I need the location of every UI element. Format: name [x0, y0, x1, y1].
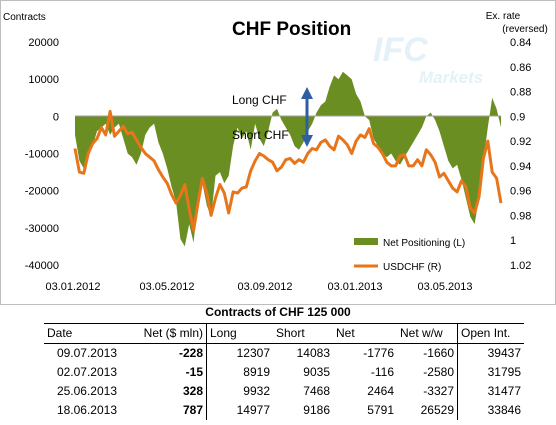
table-header-row: Date Net ($ mln) Long Short Net Net w/w …: [44, 323, 524, 344]
left-axis-label: Contracts: [3, 12, 46, 23]
right-tick-label: 0.96: [510, 186, 531, 198]
x-tick-label: 03.09.2012: [237, 281, 292, 293]
right-tick-label: 1: [510, 235, 516, 247]
table-row: 18.06.2013 787 14977 9186 5791 26529 338…: [44, 401, 524, 420]
header-net-ww: Net w/w: [397, 323, 458, 344]
x-tick-label: 03.01.2012: [45, 281, 100, 293]
header-short: Short: [273, 323, 333, 344]
cell-short: 9186: [303, 403, 330, 417]
long-short-arrow: [301, 87, 313, 147]
contracts-table: Date Net ($ mln) Long Short Net Net w/w …: [44, 323, 524, 420]
cell-net: -116: [370, 365, 394, 379]
chart-title: CHF Position: [232, 19, 351, 40]
header-date: Date: [44, 323, 120, 344]
right-axis-label-line1: Ex. rate: [486, 11, 521, 22]
right-tick-label: 0.94: [510, 161, 531, 173]
table-title: Contracts of CHF 125 000: [205, 305, 351, 319]
legend-label-usdchf: USDCHF (R): [383, 262, 441, 273]
x-axis-ticks: 03.01.2012 03.05.2012 03.09.2012 03.01.2013…: [45, 281, 472, 293]
right-tick-label: 0.84: [510, 37, 531, 49]
right-tick-label: 0.88: [510, 87, 531, 99]
cell-long: 14977: [206, 401, 273, 420]
annotation-long: Long CHF: [232, 93, 287, 107]
cell-net-mln: 787: [182, 403, 203, 417]
cell-date: 25.06.2013: [56, 384, 117, 398]
cell-net-mln: -15: [185, 365, 203, 379]
cell-net-ww: -3327: [423, 384, 454, 398]
x-tick-label: 03.05.2012: [139, 281, 194, 293]
cell-date: 02.07.2013: [56, 365, 117, 379]
left-tick-label: 20000: [28, 37, 59, 49]
cell-date: 09.07.2013: [56, 346, 117, 360]
watermark-line2: Markets: [419, 68, 483, 87]
cell-date: 18.06.2013: [56, 403, 117, 417]
cell-net: -1776: [363, 346, 394, 360]
x-tick-label: 03.05.2013: [417, 281, 472, 293]
cell-net-mln: 328: [182, 384, 203, 398]
cell-short: 9035: [303, 365, 330, 379]
cell-open-int: 39437: [457, 343, 524, 363]
table-row: 25.06.2013 328 9932 7468 2464 -3327 3147…: [44, 382, 524, 401]
cell-net-ww: -2580: [423, 365, 454, 379]
chart-panel: IFC Markets CHF Position Contracts Ex. r…: [0, 0, 556, 305]
right-tick-label: 0.92: [510, 136, 531, 148]
legend-swatch-net: [354, 238, 378, 245]
left-tick-label: -10000: [25, 149, 59, 161]
watermark-line1: IFC: [373, 31, 428, 69]
table-row: 09.07.2013 -228 12307 14083 -1776 -1660 …: [44, 343, 524, 363]
cell-open-int: 31795: [457, 363, 524, 382]
cell-open-int: 31477: [457, 382, 524, 401]
header-net-mln: Net ($ mln): [120, 323, 207, 344]
usdchf-line: [73, 109, 503, 232]
watermark-logo: IFC Markets: [373, 31, 483, 87]
cell-net-ww: 26529: [420, 403, 454, 417]
cell-net: 2464: [367, 384, 394, 398]
cell-long: 9932: [206, 382, 273, 401]
net-positioning-area: [75, 71, 501, 247]
cell-net: 5791: [367, 403, 394, 417]
right-tick-label: 0.9: [510, 111, 525, 123]
header-open-int: Open Int.: [457, 323, 524, 344]
cell-long: 8919: [206, 363, 273, 382]
table-row: 02.07.2013 -15 8919 9035 -116 -2580 3179…: [44, 363, 524, 382]
annotation-short: Short CHF: [232, 128, 289, 142]
right-tick-label: 0.98: [510, 210, 531, 222]
cell-short: 14083: [296, 346, 330, 360]
right-tick-label: 0.86: [510, 62, 531, 74]
x-tick-label: 03.01.2013: [327, 281, 382, 293]
left-axis-ticks: 20000 10000 0 -10000 -20000 -30000 -40000: [25, 37, 59, 272]
left-tick-label: -40000: [25, 260, 59, 272]
cell-short: 7468: [303, 384, 330, 398]
cell-net-ww: -1660: [423, 346, 454, 360]
left-tick-label: 0: [53, 111, 59, 123]
legend: Net Positioning (L) USDCHF (R): [354, 238, 465, 273]
legend-label-net: Net Positioning (L): [383, 238, 465, 249]
right-tick-label: 1.02: [510, 260, 531, 272]
cell-long: 12307: [206, 343, 273, 363]
left-tick-label: -30000: [25, 223, 59, 235]
left-tick-label: 10000: [28, 74, 59, 86]
cell-open-int: 33846: [457, 401, 524, 420]
right-axis-label-line2: (reversed): [502, 24, 548, 35]
cell-net-mln: -228: [178, 346, 203, 360]
left-tick-label: -20000: [25, 186, 59, 198]
right-axis-ticks: 0.84 0.86 0.88 0.9 0.92 0.94 0.96 0.98 1 1.02: [510, 37, 531, 272]
header-net: Net: [333, 323, 397, 344]
chart-svg: IFC Markets CHF Position Contracts Ex. r…: [3, 11, 548, 293]
header-long: Long: [206, 323, 273, 344]
